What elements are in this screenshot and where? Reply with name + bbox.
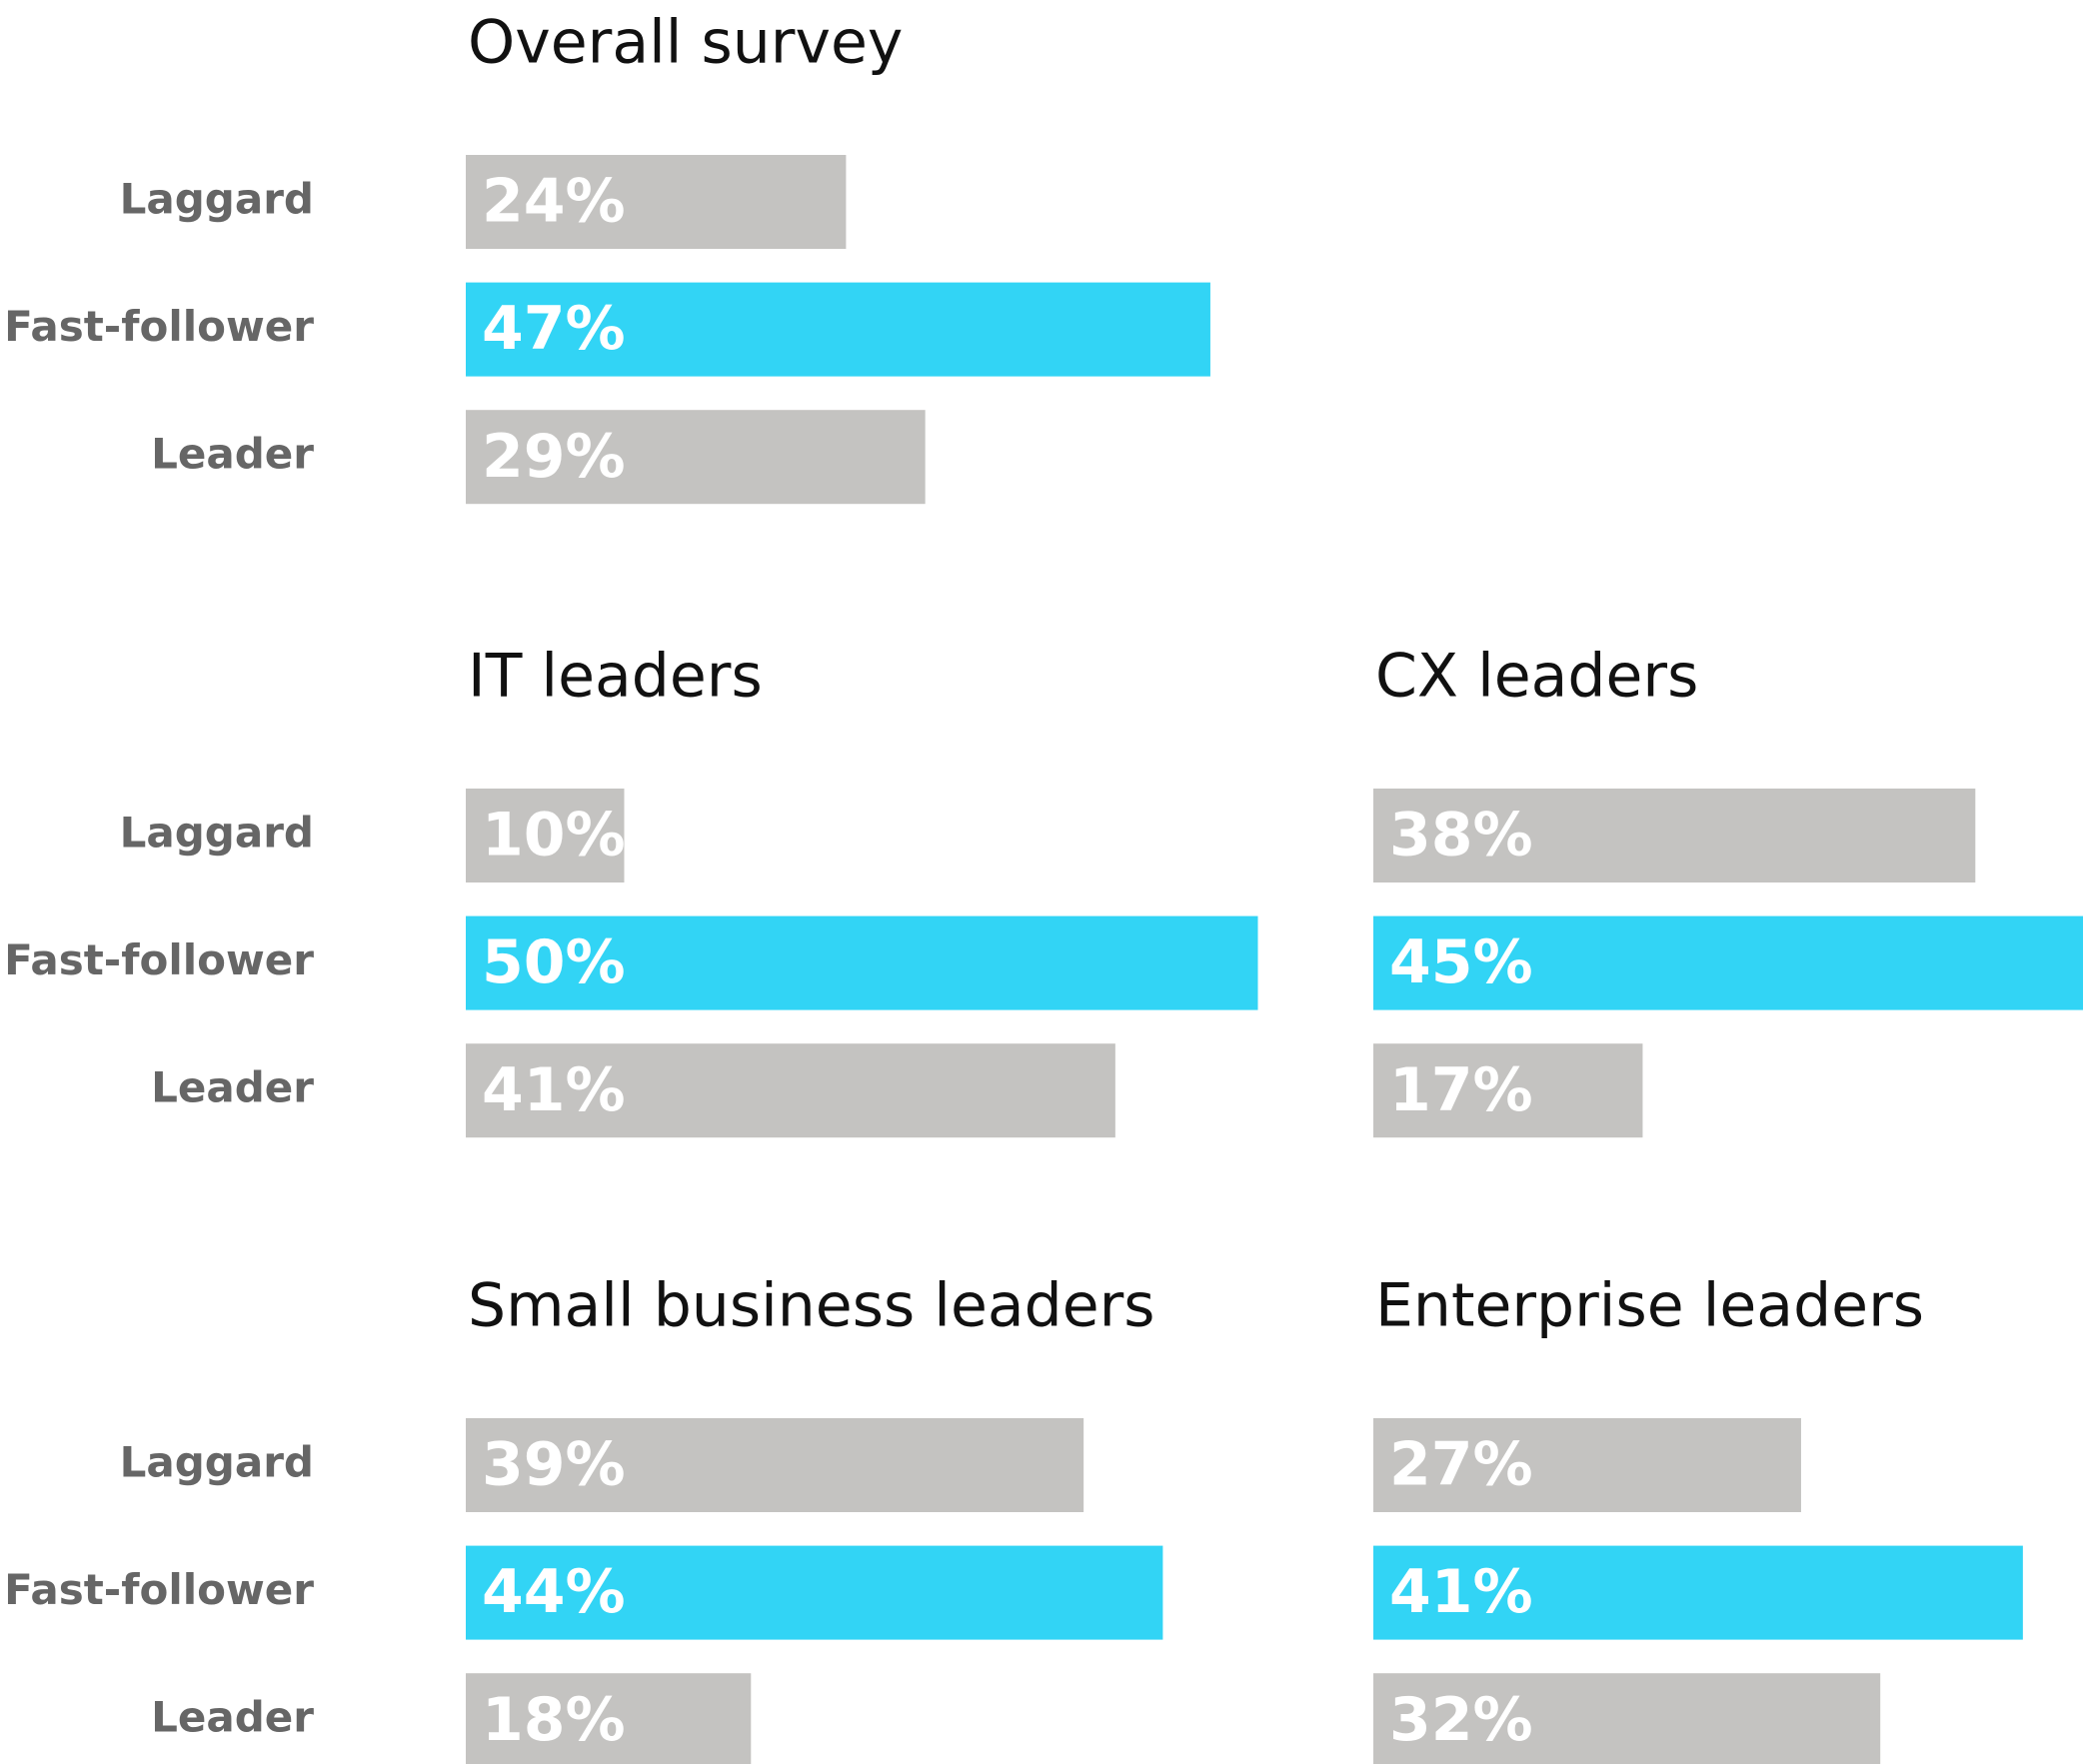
bar [466, 1418, 1084, 1512]
bar [1373, 915, 2083, 1010]
bar [466, 789, 625, 882]
value-label: 24% [482, 167, 626, 237]
value-label: 39% [482, 1430, 626, 1500]
bar [1373, 789, 1976, 882]
category-label: Fast-follower [4, 1565, 314, 1614]
category-label: Laggard [120, 1438, 314, 1487]
category-label: Leader [151, 1693, 314, 1742]
value-label: 32% [1389, 1685, 1533, 1755]
value-label: 44% [482, 1557, 626, 1627]
bar [1373, 1043, 1643, 1138]
value-label: 17% [1389, 1055, 1533, 1125]
chart-title: Overall survey [468, 8, 903, 78]
chart-title: Enterprise leaders [1375, 1271, 1924, 1341]
value-label: 29% [482, 422, 626, 492]
value-label: 47% [482, 294, 626, 364]
value-label: 45% [1389, 927, 1533, 997]
chart-title: IT leaders [468, 642, 763, 712]
chart-title: CX leaders [1375, 642, 1698, 712]
value-label: 50% [482, 927, 626, 997]
bar [1373, 1545, 2023, 1640]
value-label: 41% [1389, 1557, 1533, 1627]
bar [466, 915, 1258, 1010]
value-label: 38% [1389, 801, 1533, 871]
bar [1373, 1418, 1801, 1512]
value-label: 27% [1389, 1430, 1533, 1500]
bar [466, 155, 847, 249]
bar [466, 282, 1210, 377]
category-label: Leader [151, 430, 314, 479]
bar [1373, 1673, 1881, 1764]
value-label: 18% [482, 1685, 626, 1755]
category-label: Laggard [120, 809, 314, 858]
chart-title: Small business leaders [468, 1271, 1155, 1341]
category-label: Fast-follower [4, 302, 314, 351]
value-label: 41% [482, 1055, 626, 1125]
bar [466, 1043, 1115, 1138]
category-label: Leader [151, 1063, 314, 1112]
category-label: Laggard [120, 175, 314, 224]
value-label: 10% [482, 801, 626, 871]
category-label: Fast-follower [4, 935, 314, 984]
bar [466, 1673, 752, 1764]
bar [466, 1545, 1163, 1640]
bar [466, 410, 926, 505]
